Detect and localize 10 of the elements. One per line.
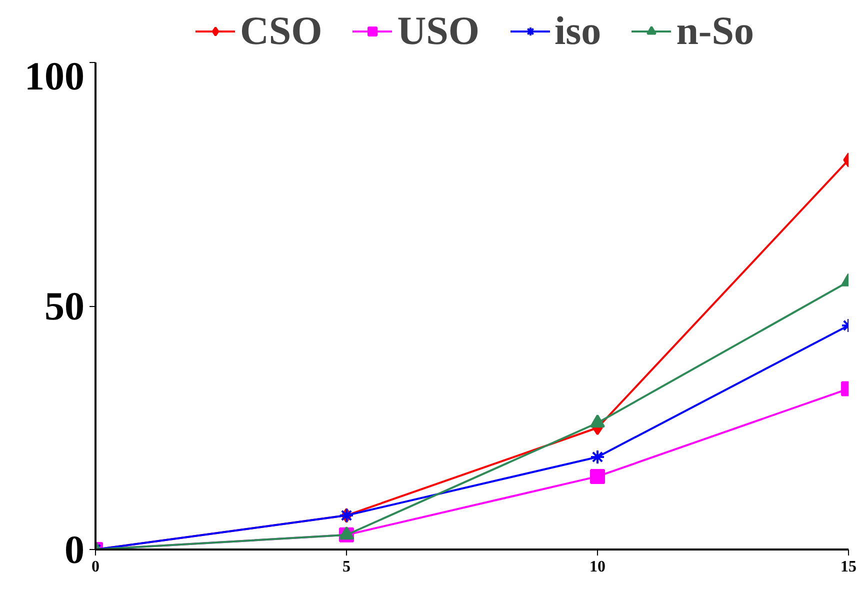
y-tick-label: 50 bbox=[44, 284, 84, 328]
legend-label: iso bbox=[554, 7, 602, 54]
x-tick-label: 10 bbox=[590, 558, 606, 576]
legend-label: USO bbox=[397, 7, 480, 54]
x-tick-label: 0 bbox=[92, 558, 100, 576]
y-tick-label: 100 bbox=[24, 54, 84, 98]
x-tick-label: 5 bbox=[342, 558, 350, 576]
x-tick-label: 15 bbox=[840, 558, 856, 576]
legend-label: n-So bbox=[676, 7, 754, 54]
legend-label: CSO bbox=[240, 7, 322, 54]
